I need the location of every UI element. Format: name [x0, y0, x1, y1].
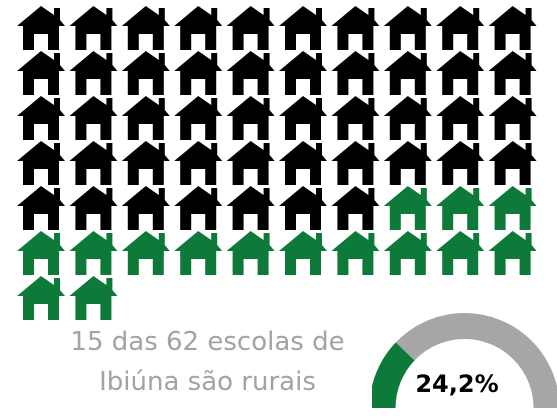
- house-icon: [174, 96, 223, 140]
- house-icon: [383, 96, 432, 140]
- house-icon-rural: [17, 231, 65, 275]
- house-icon: [17, 6, 65, 50]
- house-pictogram: [17, 6, 537, 320]
- house-icon: [121, 186, 170, 230]
- house-icon: [226, 96, 275, 140]
- house-icon: [488, 6, 537, 50]
- caption: 15 das 62 escolas de Ibiúna são rurais: [40, 322, 375, 402]
- house-icon: [383, 141, 432, 185]
- house-icon: [17, 141, 65, 185]
- house-icon: [279, 96, 327, 140]
- house-icon: [69, 96, 118, 140]
- house-icon: [436, 96, 485, 140]
- house-icon-rural: [383, 231, 432, 275]
- house-icon: [121, 96, 170, 140]
- gauge-fill: [372, 342, 415, 409]
- house-icon: [436, 51, 485, 95]
- house-icon: [488, 141, 537, 185]
- house-icon: [121, 51, 170, 95]
- house-icon: [174, 51, 223, 95]
- house-icon: [69, 186, 118, 230]
- house-icon: [174, 141, 223, 185]
- house-icon-rural: [69, 231, 118, 275]
- house-icon: [488, 51, 537, 95]
- house-icon: [226, 186, 275, 230]
- house-icon: [383, 6, 432, 50]
- house-icon: [488, 96, 537, 140]
- house-icon: [331, 186, 380, 230]
- house-icon: [331, 96, 380, 140]
- house-icon: [121, 141, 170, 185]
- house-icon: [279, 6, 327, 50]
- rural-share-gauge: 24,2%: [372, 313, 557, 409]
- house-icon-rural: [383, 186, 432, 230]
- house-icon: [226, 6, 275, 50]
- house-icon: [279, 141, 327, 185]
- house-icon-rural: [174, 231, 223, 275]
- house-icon-rural: [436, 231, 485, 275]
- house-icon-rural: [279, 231, 327, 275]
- gauge-value-label: 24,2%: [415, 370, 498, 398]
- house-icon: [121, 6, 170, 50]
- house-icon-rural: [69, 276, 118, 320]
- house-icon: [436, 141, 485, 185]
- house-icon: [226, 51, 275, 95]
- house-icon: [226, 141, 275, 185]
- caption-line-2: Ibiúna são rurais: [99, 367, 316, 397]
- house-icon: [17, 96, 65, 140]
- caption-line-1: 15 das 62 escolas de: [70, 327, 345, 357]
- house-icon-rural: [226, 231, 275, 275]
- house-icon: [174, 6, 223, 50]
- house-icon-rural: [488, 231, 537, 275]
- house-icon: [331, 141, 380, 185]
- house-icon: [69, 141, 118, 185]
- house-icon-rural: [17, 276, 65, 320]
- house-icon: [279, 51, 327, 95]
- house-icon: [331, 6, 380, 50]
- house-icon: [69, 51, 118, 95]
- house-icon: [331, 51, 380, 95]
- house-icon-rural: [331, 231, 380, 275]
- house-icon-rural: [436, 186, 485, 230]
- house-icon-rural: [121, 231, 170, 275]
- house-icon: [17, 186, 65, 230]
- house-icon: [279, 186, 327, 230]
- house-icon: [174, 186, 223, 230]
- house-icon: [17, 51, 65, 95]
- house-icon-rural: [488, 186, 537, 230]
- house-icon: [69, 6, 118, 50]
- house-icon: [383, 51, 432, 95]
- house-icon: [436, 6, 485, 50]
